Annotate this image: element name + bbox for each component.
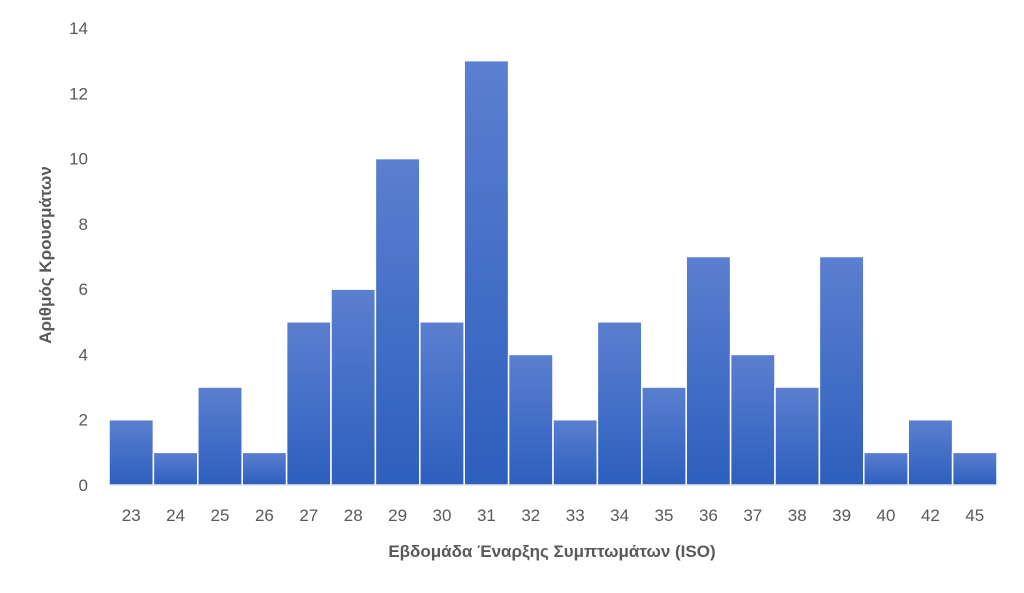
bar-week-40 (863, 451, 909, 486)
y-tick-label: 8 (79, 215, 88, 234)
bar-week-23 (108, 418, 155, 486)
y-tick-label: 10 (69, 150, 88, 169)
bar-week-24 (152, 451, 199, 486)
x-tick-label: 23 (122, 506, 141, 525)
x-tick-label: 26 (255, 506, 274, 525)
bar-week-25 (197, 386, 243, 486)
bar-week-28 (330, 288, 377, 486)
y-tick-label: 12 (69, 84, 88, 103)
y-tick-label: 0 (79, 476, 88, 495)
bar-week-38 (774, 386, 821, 486)
bar-week-30 (419, 321, 465, 486)
x-tick-label: 27 (299, 506, 318, 525)
bar-week-37 (729, 353, 776, 486)
bar-week-35 (641, 386, 687, 486)
x-tick-label: 34 (610, 506, 629, 525)
bar-week-42 (907, 418, 954, 486)
x-tick-label: 37 (743, 506, 762, 525)
x-tick-labels: 23 24 25 26 27 28 29 30 31 32 33 34 35 36 37 38 39 40 42 45 (122, 506, 985, 525)
x-tick-label: 29 (388, 506, 407, 525)
x-tick-label: 45 (965, 506, 984, 525)
bar-week-27 (285, 321, 332, 486)
x-tick-label: 25 (211, 506, 230, 525)
x-tick-label: 28 (344, 506, 363, 525)
bars-group (108, 59, 998, 486)
x-tick-label: 32 (521, 506, 540, 525)
bar-week-45 (951, 451, 998, 486)
x-axis-title: Εβδομάδα Έναρξης Συμπτωμάτων (ISO) (388, 542, 715, 561)
bar-week-31 (463, 59, 510, 486)
y-tick-labels: 0 2 4 6 8 10 12 14 (69, 19, 88, 495)
x-tick-label: 30 (433, 506, 452, 525)
x-tick-label: 24 (166, 506, 185, 525)
bar-week-29 (374, 157, 421, 486)
bar-week-34 (596, 321, 643, 486)
x-tick-label: 39 (832, 506, 851, 525)
y-axis-title: Αριθμός Κρουσμάτων (36, 166, 55, 344)
y-tick-label: 6 (79, 280, 88, 299)
bar-week-32 (507, 353, 554, 486)
x-tick-label: 35 (655, 506, 674, 525)
y-tick-label: 4 (79, 345, 88, 364)
y-tick-label: 2 (79, 411, 88, 430)
x-tick-label: 40 (877, 506, 896, 525)
x-tick-label: 42 (921, 506, 940, 525)
x-tick-label: 36 (699, 506, 718, 525)
y-tick-label: 14 (69, 19, 88, 38)
x-tick-label: 33 (566, 506, 585, 525)
bar-week-33 (552, 418, 599, 486)
bar-week-26 (241, 451, 288, 486)
x-tick-label: 31 (477, 506, 496, 525)
bar-week-39 (818, 255, 865, 486)
bar-week-36 (685, 255, 732, 486)
x-tick-label: 38 (788, 506, 807, 525)
